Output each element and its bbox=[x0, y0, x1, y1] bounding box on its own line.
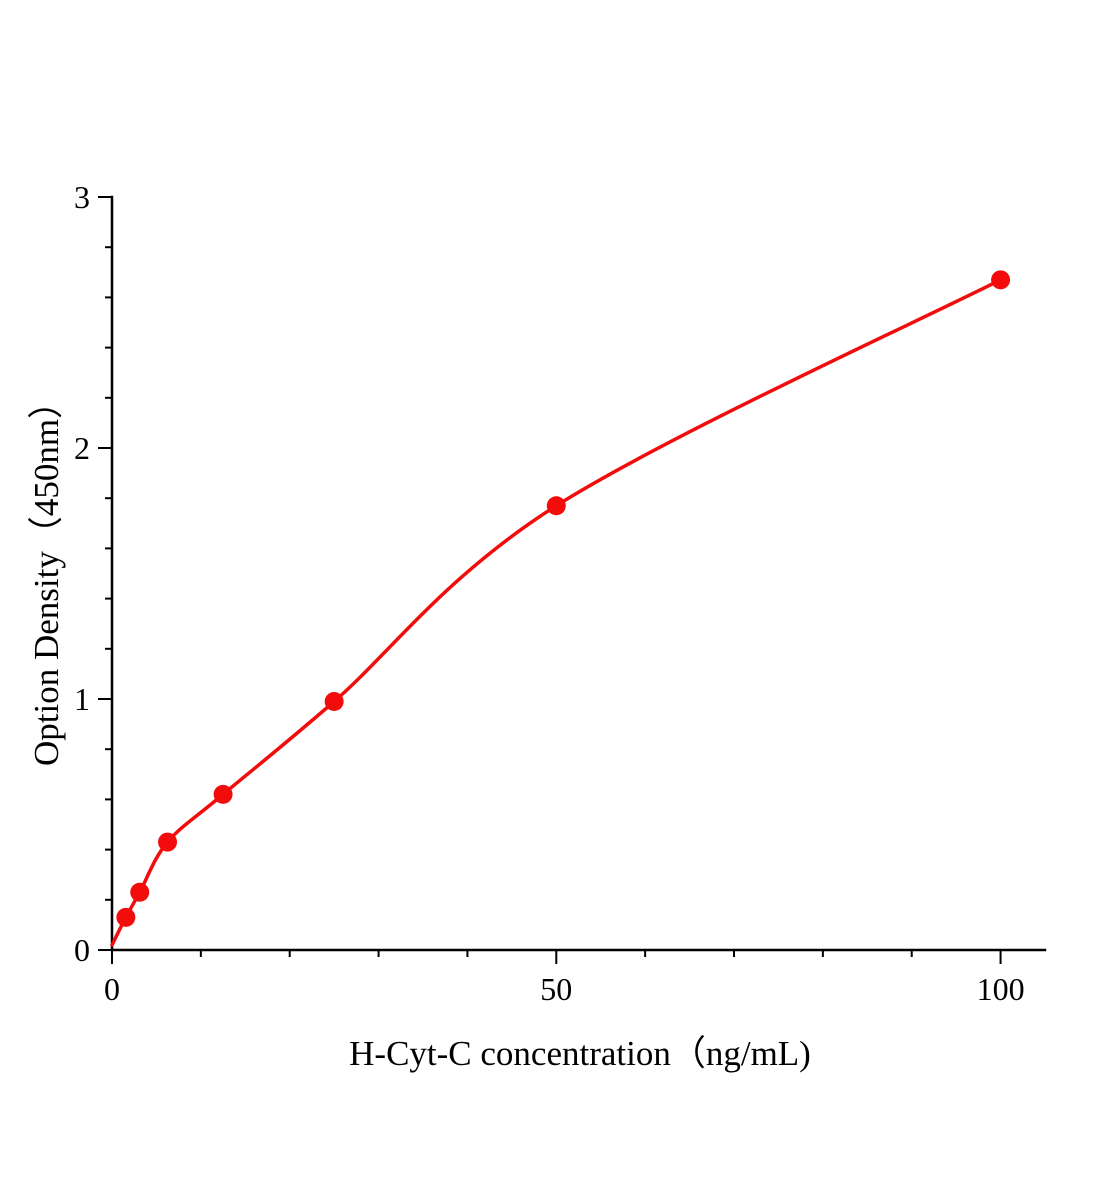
y-tick-label: 2 bbox=[74, 430, 90, 466]
x-tick-label: 0 bbox=[104, 971, 120, 1007]
data-point bbox=[213, 784, 233, 804]
fit-curve bbox=[110, 278, 1003, 947]
x-axis-title: H-Cyt-C concentration（ng/mL) bbox=[349, 1034, 811, 1073]
data-point bbox=[130, 882, 150, 902]
data-point bbox=[324, 692, 344, 712]
data-point bbox=[991, 270, 1011, 290]
x-tick-label: 100 bbox=[977, 971, 1025, 1007]
x-tick-label: 50 bbox=[540, 971, 572, 1007]
data-point bbox=[158, 832, 178, 852]
data-point bbox=[116, 907, 136, 927]
y-tick-label: 0 bbox=[74, 932, 90, 968]
data-point bbox=[546, 496, 566, 516]
y-axis-title: Option Density（450nm） bbox=[27, 384, 66, 766]
y-tick-label: 1 bbox=[74, 681, 90, 717]
y-tick-label: 3 bbox=[74, 179, 90, 215]
